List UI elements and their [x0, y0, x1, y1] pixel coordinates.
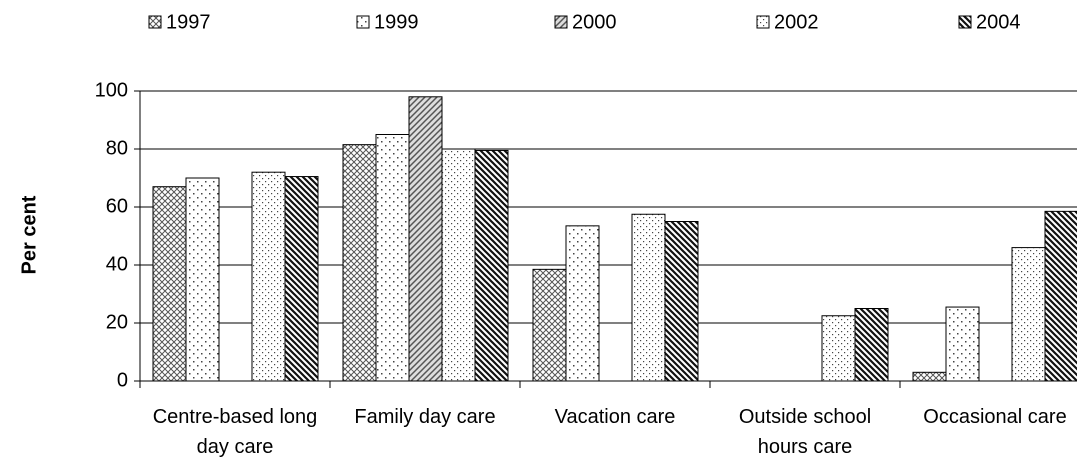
bar: [185, 177, 220, 382]
bar: [284, 176, 319, 382]
y-tick-label: 100: [95, 79, 128, 101]
y-tick-label: 60: [106, 195, 128, 217]
bar: [1044, 210, 1077, 382]
y-tick-label: 20: [106, 311, 128, 333]
x-tick-label: Outside school hours care: [738, 406, 872, 458]
y-tick-label: 40: [106, 253, 128, 275]
legend-swatch: [756, 15, 770, 29]
bar: [474, 149, 509, 382]
bar: [664, 221, 699, 382]
legend-label: 2002: [774, 11, 819, 33]
legend-label: 1997: [166, 11, 211, 33]
bar: [152, 186, 187, 382]
y-tick-label: 80: [106, 137, 128, 159]
legend-swatch: [958, 15, 972, 29]
legend-swatch: [554, 15, 568, 29]
x-tick-label: Centre-based long day care: [152, 406, 318, 458]
bar: [375, 134, 410, 382]
y-tick-label: 0: [117, 369, 128, 391]
bar: [408, 96, 443, 382]
bar: [945, 306, 980, 382]
bar: [441, 148, 476, 382]
x-tick-label: Family day care: [354, 406, 496, 428]
bar: [631, 213, 666, 382]
legend-label: 2000: [572, 11, 617, 33]
bar: [1011, 247, 1046, 382]
bar: [342, 144, 377, 382]
bar: [532, 268, 567, 382]
legend-label: 2004: [976, 11, 1021, 33]
legend-swatch: [148, 15, 162, 29]
legend-swatch: [356, 15, 370, 29]
x-tick-label: Vacation care: [554, 406, 676, 428]
legend-label: 1999: [374, 11, 419, 33]
y-axis-label: Per cent: [18, 195, 40, 274]
bar: [251, 171, 286, 382]
bar: [565, 225, 600, 382]
bar: [821, 315, 856, 382]
bar: [854, 308, 889, 382]
x-tick-label: Occasional care: [923, 406, 1067, 428]
bar: [912, 371, 947, 382]
